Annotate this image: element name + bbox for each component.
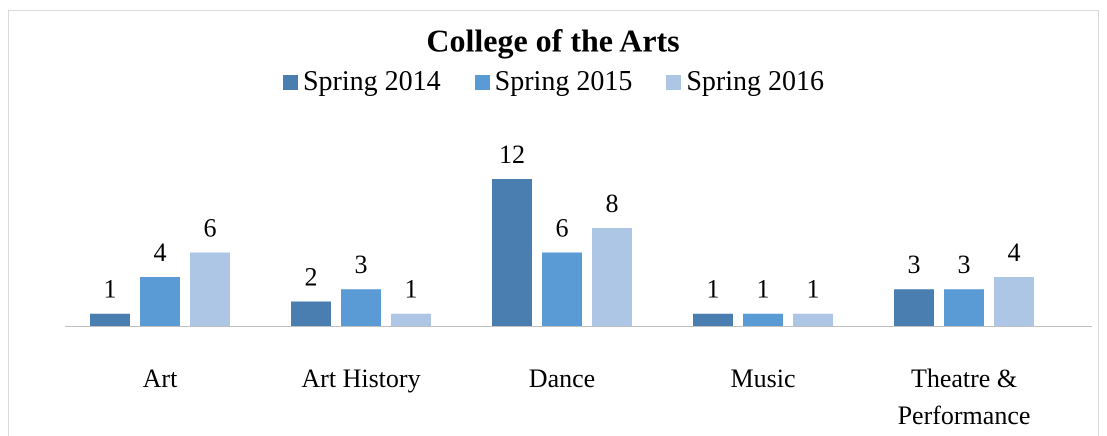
- legend-item: Spring 2014: [282, 66, 441, 98]
- data-label: 8: [606, 189, 619, 218]
- bar: [542, 252, 582, 326]
- legend-swatch: [474, 74, 490, 90]
- bar: [592, 228, 632, 326]
- data-label: 1: [104, 275, 117, 304]
- bar: [793, 313, 833, 326]
- data-label: 1: [405, 275, 418, 304]
- data-label: 1: [757, 275, 770, 304]
- data-label: 2: [305, 262, 318, 291]
- data-label: 1: [707, 275, 720, 304]
- data-label: 4: [1008, 238, 1021, 267]
- data-label: 4: [154, 238, 167, 267]
- data-label: 1: [807, 275, 820, 304]
- data-label: 3: [958, 250, 971, 279]
- legend-label: Spring 2016: [686, 66, 825, 97]
- bar: [341, 289, 381, 326]
- data-label: 3: [908, 250, 921, 279]
- legend: Spring 2014 Spring 2015 Spring 2016: [0, 66, 1107, 98]
- data-label: 3: [355, 250, 368, 279]
- chart-title: College of the Arts: [426, 22, 679, 58]
- legend-label: Spring 2015: [494, 66, 633, 97]
- x-tick-label: Music: [730, 364, 796, 393]
- bar: [693, 313, 733, 326]
- bar: [994, 277, 1034, 326]
- legend-label: Spring 2014: [302, 66, 441, 97]
- x-tick-label: Theatre & Performance: [897, 364, 1031, 430]
- bar: [391, 313, 431, 326]
- chart-frame: [8, 10, 1099, 436]
- bar: [944, 289, 984, 326]
- x-tick-label: Art History: [301, 364, 421, 393]
- data-label: 6: [556, 213, 569, 242]
- bar: [291, 301, 331, 326]
- data-label: 12: [499, 140, 525, 169]
- x-tick-label: Dance: [528, 364, 596, 393]
- bar: [743, 313, 783, 326]
- bar: [90, 313, 130, 326]
- legend-swatch: [666, 74, 682, 90]
- bar: [140, 277, 180, 326]
- x-tick-label: Art: [142, 364, 178, 393]
- legend-swatch: [282, 74, 298, 90]
- legend-item: Spring 2016: [666, 66, 824, 98]
- legend-item: Spring 2015: [474, 66, 633, 98]
- bar: [894, 289, 934, 326]
- data-label: 6: [204, 213, 217, 242]
- bar: [190, 252, 230, 326]
- bar: [492, 179, 532, 326]
